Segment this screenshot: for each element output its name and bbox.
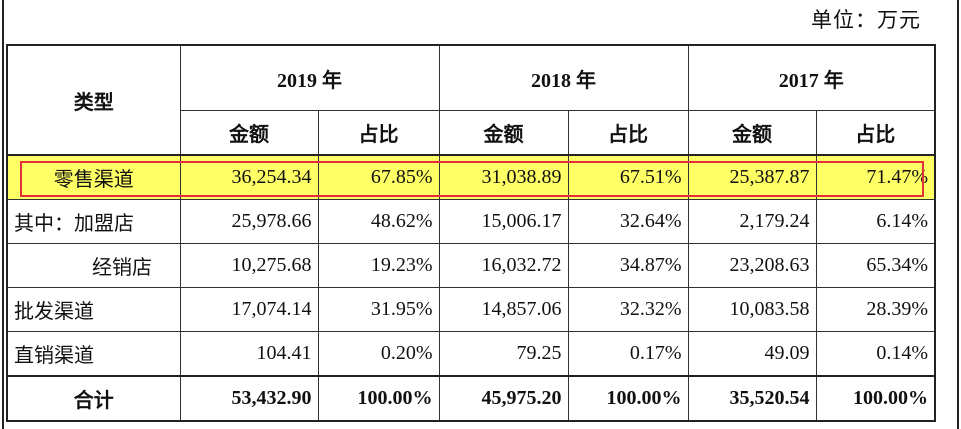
right-border (957, 0, 959, 429)
table-row: 经销店 10,275.68 19.23% 16,032.72 34.87% 23… (6, 243, 936, 288)
amount-cell: 25,387.87 (687, 154, 817, 200)
ratio-header: 占比 (815, 110, 936, 156)
ratio-cell: 0.20% (317, 331, 440, 377)
row-label: 直销渠道 (6, 331, 181, 377)
row-label: 经销店 (6, 243, 181, 288)
ratio-cell: 19.23% (317, 243, 440, 288)
ratio-cell: 32.64% (567, 199, 689, 244)
amount-cell: 10,275.68 (179, 243, 319, 288)
ratio-header: 占比 (567, 110, 689, 156)
amount-cell: 16,032.72 (438, 243, 569, 288)
ratio-cell: 65.34% (815, 243, 936, 288)
total-label: 合计 (6, 375, 181, 422)
ratio-cell: 67.85% (317, 154, 440, 200)
amount-header: 金额 (179, 110, 319, 156)
ratio-cell: 31.95% (317, 287, 440, 332)
ratio-cell: 34.87% (567, 243, 689, 288)
ratio-cell: 32.32% (567, 287, 689, 332)
year-2018-header: 2018 年 (438, 44, 689, 111)
table-row: 零售渠道 36,254.34 67.85% 31,038.89 67.51% 2… (6, 154, 936, 200)
amount-header: 金额 (687, 110, 817, 156)
ratio-cell: 71.47% (815, 154, 936, 200)
ratio-header: 占比 (317, 110, 440, 156)
year-2017-header: 2017 年 (687, 44, 936, 111)
amount-cell: 45,975.20 (438, 375, 569, 422)
ratio-cell: 28.39% (815, 287, 936, 332)
amount-cell: 14,857.06 (438, 287, 569, 332)
amount-cell: 49.09 (687, 331, 817, 377)
ratio-cell: 6.14% (815, 199, 936, 244)
ratio-cell: 48.62% (317, 199, 440, 244)
ratio-cell: 67.51% (567, 154, 689, 200)
amount-cell: 2,179.24 (687, 199, 817, 244)
table-row: 直销渠道 104.41 0.20% 79.25 0.17% 49.09 0.14… (6, 331, 936, 377)
row-label: 其中：加盟店 (6, 199, 181, 244)
amount-cell: 53,432.90 (179, 375, 319, 422)
amount-cell: 17,074.14 (179, 287, 319, 332)
ratio-cell: 0.17% (567, 331, 689, 377)
header-row-years: 类型 2019 年 2018 年 2017 年 (6, 44, 936, 156)
total-row: 合计 53,432.90 100.00% 45,975.20 100.00% 3… (6, 375, 936, 422)
table-row: 其中：加盟店 25,978.66 48.62% 15,006.17 32.64%… (6, 199, 936, 244)
amount-cell: 10,083.58 (687, 287, 817, 332)
table-row: 批发渠道 17,074.14 31.95% 14,857.06 32.32% 1… (6, 287, 936, 332)
revenue-table: 类型 2019 年 2018 年 2017 年 金额 占比 金额 占比 金额 占… (6, 44, 936, 422)
ratio-cell: 100.00% (317, 375, 440, 422)
amount-cell: 35,520.54 (687, 375, 817, 422)
amount-cell: 23,208.63 (687, 243, 817, 288)
ratio-cell: 0.14% (815, 331, 936, 377)
left-border (2, 0, 4, 429)
amount-header: 金额 (438, 110, 569, 156)
year-2019-header: 2019 年 (179, 44, 440, 111)
amount-cell: 15,006.17 (438, 199, 569, 244)
type-header: 类型 (6, 44, 181, 156)
ratio-cell: 100.00% (567, 375, 689, 422)
amount-cell: 25,978.66 (179, 199, 319, 244)
amount-cell: 79.25 (438, 331, 569, 377)
amount-cell: 31,038.89 (438, 154, 569, 200)
row-label: 批发渠道 (6, 287, 181, 332)
amount-cell: 36,254.34 (179, 154, 319, 200)
unit-label: 单位：万元 (811, 8, 921, 32)
ratio-cell: 100.00% (815, 375, 936, 422)
row-label: 零售渠道 (6, 154, 181, 200)
amount-cell: 104.41 (179, 331, 319, 377)
